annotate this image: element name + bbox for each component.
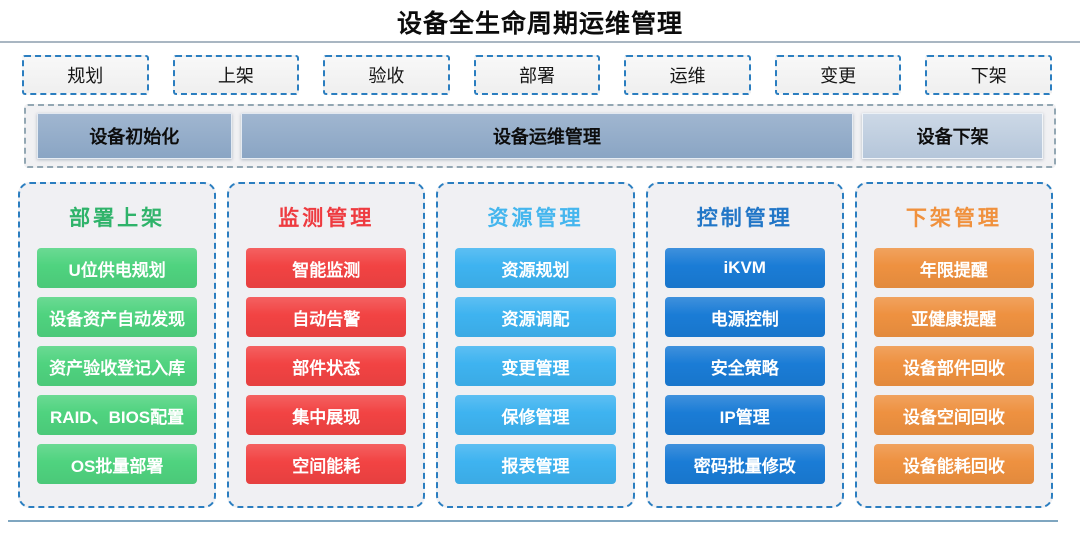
feature-button: 变更管理 — [455, 346, 616, 386]
feature-button: 设备空间回收 — [873, 395, 1035, 435]
stage-box-planning: 规划 — [22, 55, 149, 95]
page-title: 设备全生命周期运维管理 — [396, 9, 683, 38]
feature-button: OS批量部署 — [37, 444, 198, 484]
feature-button: 年限提醒 — [873, 248, 1035, 288]
feature-button: 智能监测 — [246, 248, 407, 288]
feature-button: 保修管理 — [455, 395, 616, 435]
stage-box-change: 变更 — [774, 55, 902, 95]
feature-button: 电源控制 — [664, 297, 825, 337]
column-resource: 资源管理 资源规划 资源调配 变更管理 保修管理 报表管理 — [436, 182, 635, 508]
feature-button: 集中展现 — [246, 395, 407, 435]
feature-button: 资源规划 — [455, 248, 616, 288]
feature-button: 报表管理 — [455, 444, 616, 484]
feature-button: 资产验收登记入库 — [37, 346, 198, 386]
column-monitoring: 监测管理 智能监测 自动告警 部件状态 集中展现 空间能耗 — [227, 182, 426, 508]
feature-button: 设备资产自动发现 — [37, 297, 198, 337]
feature-list: U位供电规划 设备资产自动发现 资产验收登记入库 RAID、BIOS配置 OS批… — [20, 248, 214, 484]
feature-button: iKVM — [664, 248, 825, 288]
stage-box-rackout: 下架 — [925, 55, 1053, 95]
phase-segment-init: 设备初始化 — [37, 113, 232, 159]
bottom-divider — [8, 520, 1058, 522]
stage-row: 规划 上架 验收 部署 运维 变更 下架 — [22, 55, 1053, 95]
feature-list: iKVM 电源控制 安全策略 IP管理 密码批量修改 — [648, 248, 842, 484]
stage-box-acceptance: 验收 — [323, 55, 450, 95]
stage-box-deploy: 部署 — [473, 55, 601, 95]
phase-segment-offline: 设备下架 — [862, 113, 1043, 159]
feature-button: 设备部件回收 — [873, 346, 1035, 386]
top-divider — [0, 41, 1080, 43]
feature-button: RAID、BIOS配置 — [37, 395, 198, 435]
feature-button: 部件状态 — [246, 346, 407, 386]
column-offboarding: 下架管理 年限提醒 亚健康提醒 设备部件回收 设备空间回收 设备能耗回收 — [854, 182, 1054, 508]
phase-bar: 设备初始化 设备运维管理 设备下架 — [24, 104, 1056, 168]
feature-button: 自动告警 — [246, 297, 407, 337]
feature-list: 资源规划 资源调配 变更管理 保修管理 报表管理 — [438, 248, 632, 484]
feature-button: 亚健康提醒 — [873, 297, 1035, 337]
column-title: 部署上架 — [69, 205, 166, 230]
column-title: 资源管理 — [487, 205, 584, 230]
column-title: 监测管理 — [278, 205, 375, 230]
column-title: 下架管理 — [905, 205, 1002, 230]
feature-list: 智能监测 自动告警 部件状态 集中展现 空间能耗 — [229, 248, 423, 484]
stage-box-rackin: 上架 — [172, 55, 300, 95]
feature-button: 设备能耗回收 — [873, 444, 1035, 484]
stage-box-operate: 运维 — [624, 55, 751, 95]
phase-segment-ops: 设备运维管理 — [240, 113, 854, 159]
feature-button: 资源调配 — [455, 297, 616, 337]
column-control: 控制管理 iKVM 电源控制 安全策略 IP管理 密码批量修改 — [645, 182, 844, 508]
column-deploy-rackin: 部署上架 U位供电规划 设备资产自动发现 资产验收登记入库 RAID、BIOS配… — [18, 182, 217, 508]
column-title: 控制管理 — [696, 205, 793, 230]
feature-button: 安全策略 — [664, 346, 825, 386]
feature-button: IP管理 — [664, 395, 825, 435]
feature-button: U位供电规划 — [37, 248, 198, 288]
feature-columns: 部署上架 U位供电规划 设备资产自动发现 资产验收登记入库 RAID、BIOS配… — [18, 182, 1054, 508]
feature-button: 密码批量修改 — [664, 444, 825, 484]
feature-button: 空间能耗 — [246, 444, 407, 484]
feature-list: 年限提醒 亚健康提醒 设备部件回收 设备空间回收 设备能耗回收 — [857, 248, 1051, 484]
